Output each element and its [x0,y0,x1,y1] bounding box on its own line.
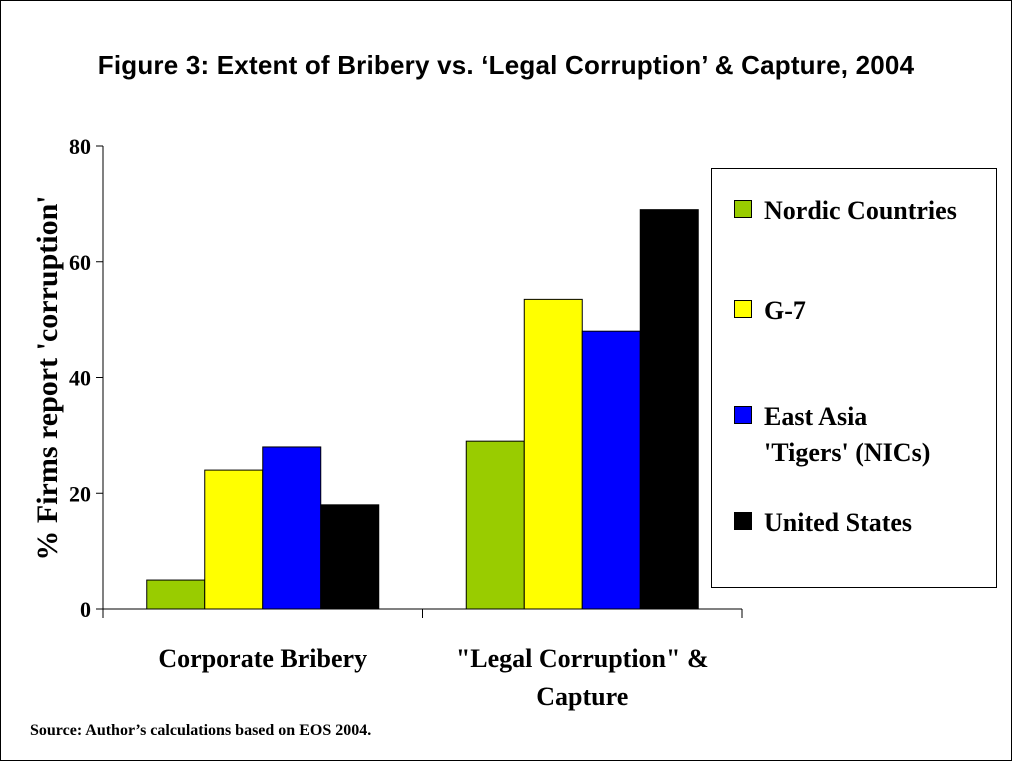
legend-swatch-east-asia [734,406,752,424]
y-tick-label: 20 [69,481,91,506]
bar [581,330,641,610]
y-tick-label: 0 [80,597,91,622]
legend-swatch-g7 [734,300,752,318]
category-label-legal-corruption: "Legal Corruption" & Capture [455,644,709,711]
legend-label-nordic: Nordic Countries [764,196,957,225]
bar [320,504,380,610]
legend-label-east-asia: East Asia 'Tigers' (NICs) [764,402,931,467]
legend: Nordic Countries G-7 East Asia 'Tigers' … [711,168,997,588]
y-tick-label: 40 [69,366,91,391]
legend-label-g7: G-7 [764,296,806,325]
bar [465,440,525,610]
y-tick-label: 60 [69,250,91,275]
legend-label-united-states: United States [764,508,913,537]
y-tick-label: 80 [69,134,91,159]
chart-title: Figure 3: Extent of Bribery vs. ‘Legal C… [97,50,915,80]
legend-swatch-united-states [734,512,752,530]
bar [204,469,264,610]
source-note: Source: Author’s calculations based on E… [30,722,372,739]
bar [262,446,322,610]
bar [146,579,206,610]
legend-swatch-nordic [734,200,752,218]
category-label-corporate-bribery: Corporate Bribery [158,644,368,673]
bar [523,298,583,610]
bar [639,209,699,610]
